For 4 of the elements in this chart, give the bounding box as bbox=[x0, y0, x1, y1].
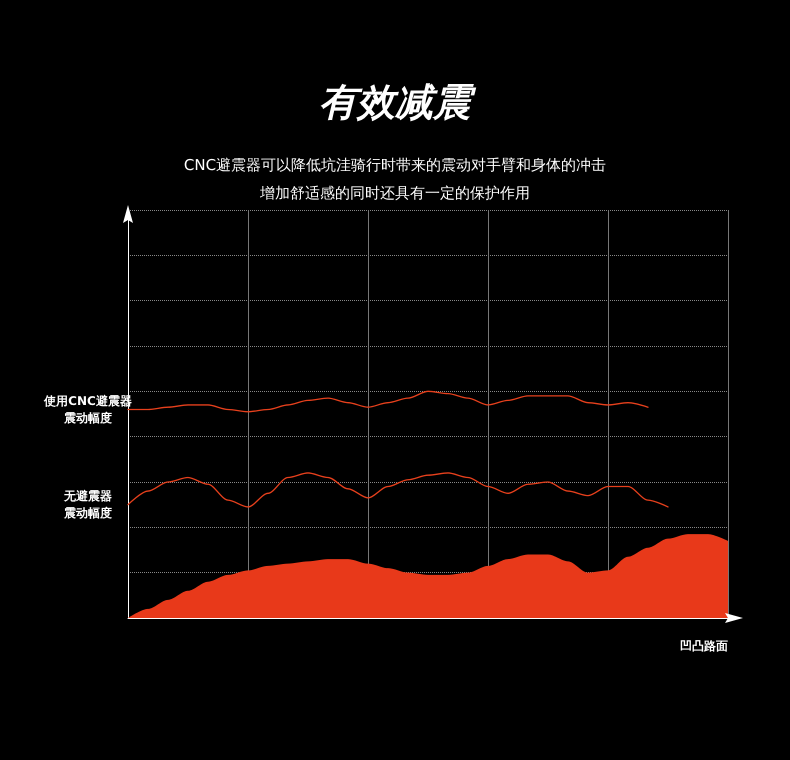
x-axis-title: 凹凸路面 bbox=[680, 639, 728, 653]
series-label: 无避震器震动幅度 bbox=[63, 489, 112, 520]
chart-subtitle: CNC避震器可以降低坑洼骑行时带来的震动对手臂和身体的冲击增加舒适感的同时还具有一定的保护作用 bbox=[184, 156, 606, 202]
chart-title: 有效减震 bbox=[319, 80, 477, 124]
